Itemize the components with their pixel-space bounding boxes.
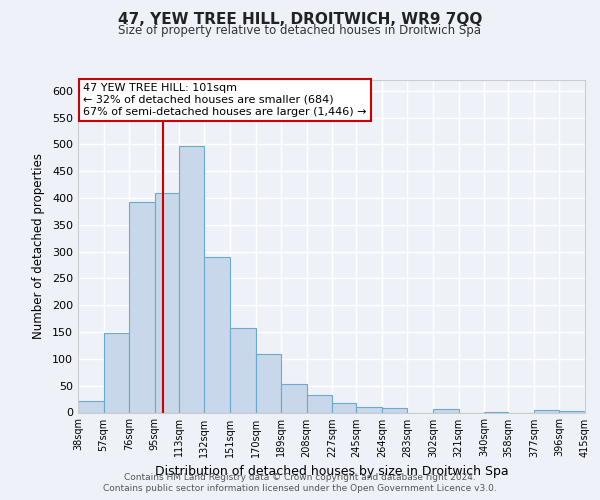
Bar xyxy=(230,328,256,412)
Text: 47 YEW TREE HILL: 101sqm
← 32% of detached houses are smaller (684)
67% of semi-: 47 YEW TREE HILL: 101sqm ← 32% of detach… xyxy=(83,84,367,116)
Bar xyxy=(104,333,129,412)
Text: Size of property relative to detached houses in Droitwich Spa: Size of property relative to detached ho… xyxy=(119,24,482,37)
Bar xyxy=(129,202,155,412)
Bar xyxy=(307,395,332,412)
Bar xyxy=(179,146,205,412)
Bar xyxy=(78,400,104,412)
Bar xyxy=(155,193,179,412)
Text: Contains public sector information licensed under the Open Government Licence v3: Contains public sector information licen… xyxy=(103,484,497,493)
Y-axis label: Number of detached properties: Number of detached properties xyxy=(32,153,45,339)
Bar xyxy=(356,407,382,412)
Bar xyxy=(205,257,230,412)
Text: Contains HM Land Registry data © Crown copyright and database right 2024.: Contains HM Land Registry data © Crown c… xyxy=(124,472,476,482)
Bar xyxy=(332,404,356,412)
Bar xyxy=(256,354,281,412)
Text: 47, YEW TREE HILL, DROITWICH, WR9 7QQ: 47, YEW TREE HILL, DROITWICH, WR9 7QQ xyxy=(118,12,482,28)
Bar xyxy=(281,384,307,412)
Bar xyxy=(433,410,458,412)
X-axis label: Distribution of detached houses by size in Droitwich Spa: Distribution of detached houses by size … xyxy=(155,465,508,478)
Bar xyxy=(382,408,407,412)
Bar xyxy=(534,410,559,412)
